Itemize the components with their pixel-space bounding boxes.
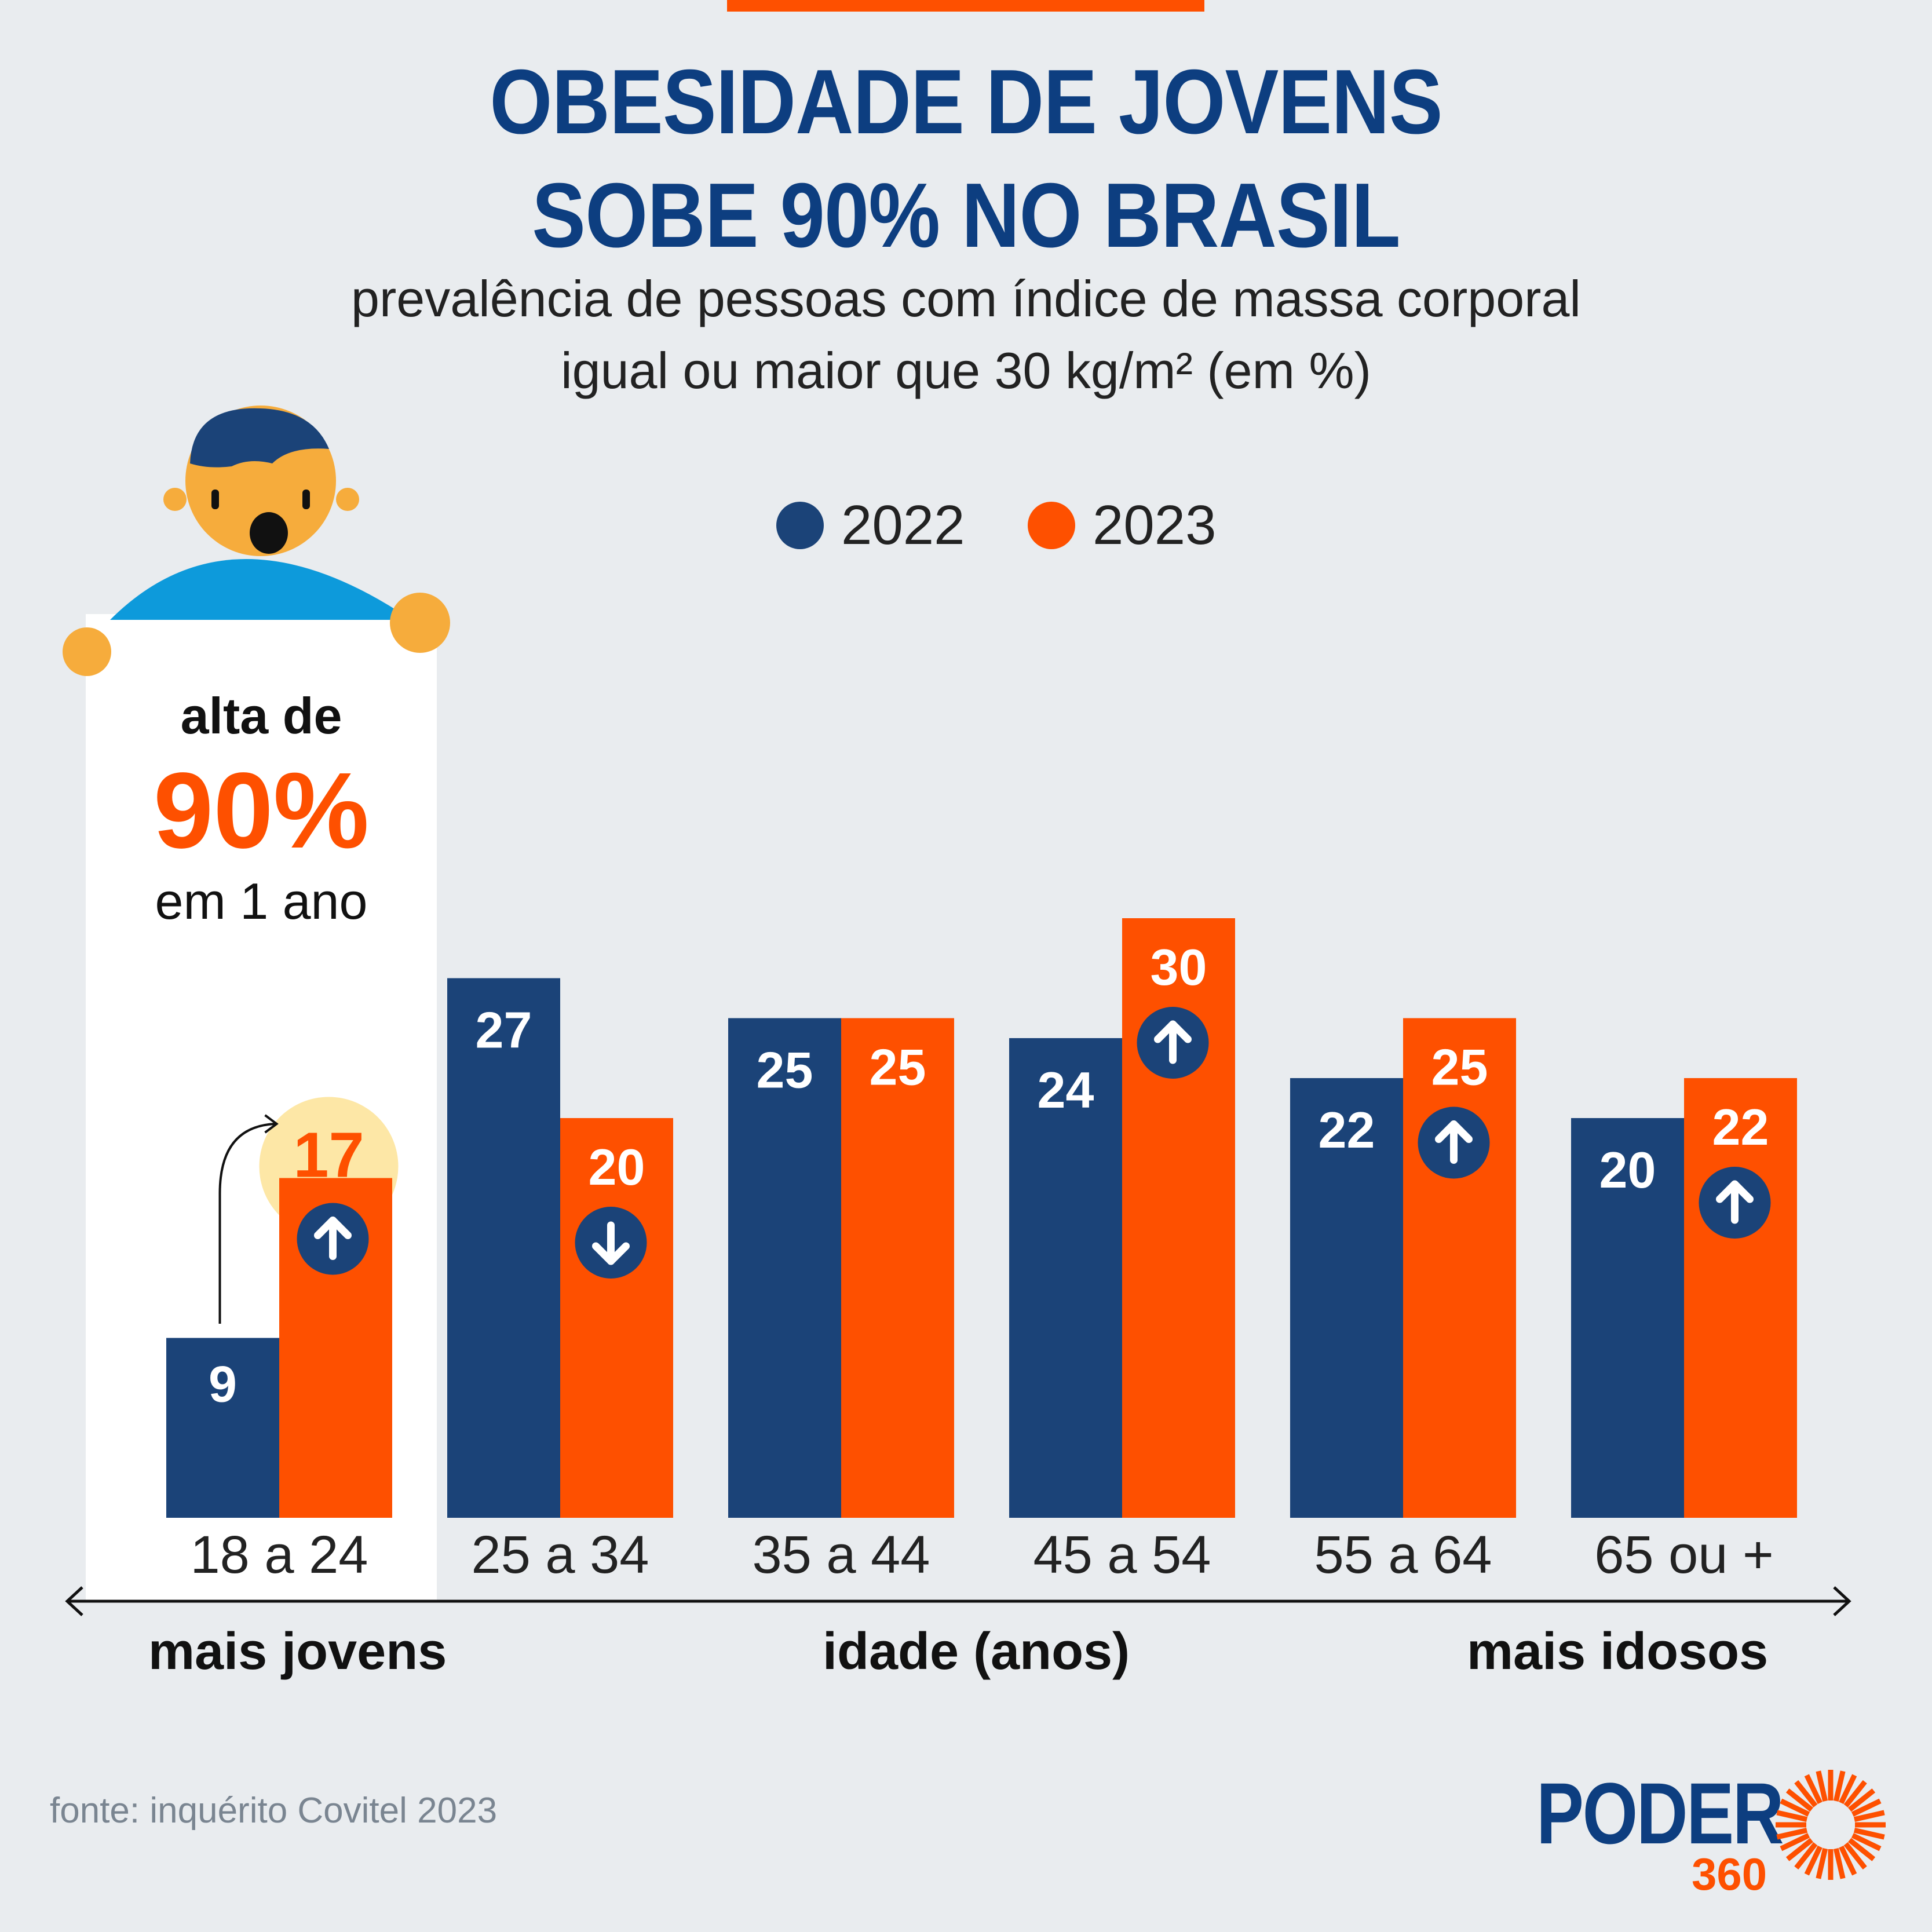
sunburst-icon bbox=[1776, 1770, 1886, 1880]
sunburst-ray bbox=[1833, 1770, 1846, 1802]
sunburst-ray bbox=[1794, 1842, 1818, 1870]
sunburst-ray bbox=[1785, 1838, 1813, 1861]
value-label-2022-2: 25 bbox=[757, 1042, 813, 1099]
sunburst-ray bbox=[1794, 1780, 1818, 1807]
bar-2022-3 bbox=[1009, 1038, 1122, 1518]
sunburst-ray bbox=[1776, 1810, 1808, 1823]
callout-percentage: 90% bbox=[153, 751, 370, 871]
poder360-logo: PODER 360 bbox=[1529, 1767, 1900, 1900]
bar-2022-5 bbox=[1571, 1118, 1684, 1518]
source-note: fonte: inquérito Covitel 2023 bbox=[50, 1791, 498, 1831]
title-line-2: SOBE 90% NO BRASIL bbox=[532, 165, 1400, 266]
sunburst-ray bbox=[1839, 1845, 1857, 1876]
bar-2023-5 bbox=[1684, 1078, 1797, 1518]
arrow-up-icon-3 bbox=[1137, 1007, 1209, 1079]
subtitle-line-2: igual ou maior que 30 kg/m² (em %) bbox=[561, 342, 1371, 399]
sunburst-ray bbox=[1848, 1838, 1876, 1861]
value-label-2022-1: 27 bbox=[476, 1002, 532, 1059]
value-label-2023-5: 22 bbox=[1712, 1098, 1769, 1156]
sunburst-ray bbox=[1785, 1788, 1813, 1812]
sunburst-ray bbox=[1853, 1810, 1885, 1823]
category-label-4: 55 a 64 bbox=[1314, 1525, 1492, 1584]
bar-2022-4 bbox=[1290, 1078, 1403, 1518]
sunburst-ray bbox=[1848, 1788, 1876, 1812]
sunburst-ray bbox=[1780, 1798, 1810, 1817]
axis-label-younger: mais jovens bbox=[148, 1623, 447, 1681]
subtitle-line-1: prevalência de pessoas com índice de mas… bbox=[351, 270, 1581, 327]
callout-period: em 1 ano bbox=[155, 872, 368, 930]
value-label-2023-0: 17 bbox=[293, 1120, 364, 1191]
category-label-3: 45 a 54 bbox=[1033, 1525, 1211, 1584]
arrow-down-icon-1 bbox=[575, 1207, 647, 1279]
arrow-up-icon-0 bbox=[297, 1203, 369, 1275]
value-label-2023-1: 20 bbox=[589, 1138, 645, 1196]
value-label-2022-4: 22 bbox=[1319, 1101, 1375, 1159]
top-accent-bar bbox=[727, 0, 1204, 12]
value-label-2023-2: 25 bbox=[870, 1039, 926, 1096]
sunburst-ray bbox=[1816, 1770, 1828, 1802]
sunburst-ray bbox=[1843, 1780, 1867, 1807]
legend-label-2022: 2022 bbox=[841, 494, 965, 556]
bar-2022-1 bbox=[447, 978, 560, 1518]
bar-2022-2 bbox=[728, 1018, 841, 1518]
sunburst-ray bbox=[1843, 1842, 1867, 1870]
category-label-0: 18 a 24 bbox=[191, 1525, 368, 1584]
sunburst-ray bbox=[1804, 1845, 1823, 1876]
value-label-2022-0: 9 bbox=[209, 1356, 237, 1413]
sunburst-ray bbox=[1853, 1827, 1885, 1840]
axis-label-age: idade (anos) bbox=[823, 1623, 1130, 1681]
sunburst-ray bbox=[1839, 1774, 1857, 1805]
category-label-5: 65 ou + bbox=[1594, 1525, 1774, 1584]
sunburst-ray bbox=[1851, 1798, 1882, 1817]
sunburst-ray bbox=[1851, 1833, 1882, 1851]
bar-2023-4 bbox=[1403, 1018, 1516, 1518]
bar-2022-0 bbox=[166, 1338, 279, 1518]
arrow-up-icon-4 bbox=[1418, 1106, 1490, 1179]
sunburst-ray bbox=[1804, 1774, 1823, 1805]
value-label-2023-3: 30 bbox=[1151, 938, 1207, 996]
sunburst-ray bbox=[1833, 1847, 1846, 1879]
growth-arrow-head bbox=[264, 1114, 279, 1134]
sunburst-ray bbox=[1816, 1847, 1828, 1879]
age-axis-right-arrow bbox=[1833, 1586, 1851, 1616]
growth-arrow-line bbox=[218, 1123, 275, 1324]
value-label-2023-4: 25 bbox=[1431, 1039, 1488, 1096]
value-label-2022-5: 20 bbox=[1599, 1141, 1656, 1199]
value-label-2022-3: 24 bbox=[1038, 1061, 1094, 1119]
bar-2023-1 bbox=[560, 1118, 673, 1518]
sunburst-ray bbox=[1780, 1833, 1810, 1851]
title-line-1: OBESIDADE DE JOVENS bbox=[490, 51, 1442, 153]
legend-dot-2023 bbox=[1028, 502, 1075, 549]
age-axis-left-arrow bbox=[65, 1586, 83, 1616]
sunburst-ray bbox=[1776, 1827, 1808, 1840]
category-label-2: 35 a 44 bbox=[753, 1525, 930, 1584]
legend-label-2023: 2023 bbox=[1093, 494, 1217, 556]
bar-2023-2 bbox=[841, 1018, 954, 1518]
callout-prefix: alta de bbox=[180, 687, 342, 744]
category-label-1: 25 a 34 bbox=[472, 1525, 649, 1584]
logo-number: 360 bbox=[1692, 1849, 1767, 1900]
legend-dot-2022 bbox=[776, 502, 824, 549]
axis-label-older: mais idosos bbox=[1467, 1623, 1769, 1681]
arrow-up-icon-5 bbox=[1699, 1167, 1771, 1239]
logo-wordmark: PODER bbox=[1536, 1765, 1784, 1862]
